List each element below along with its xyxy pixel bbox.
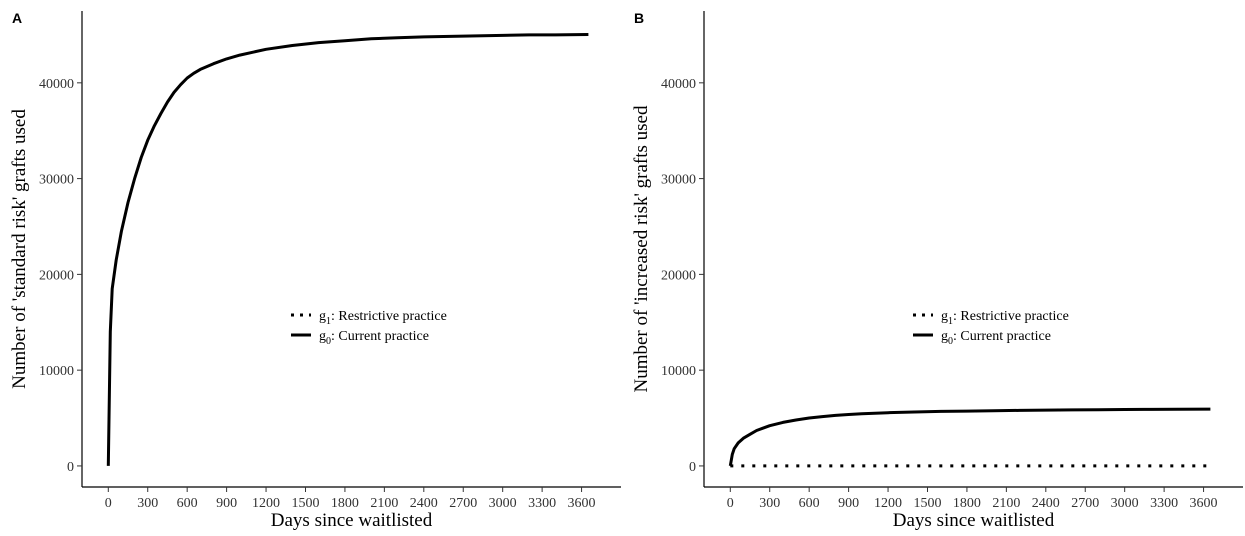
x-tick-label: 0 [105, 496, 112, 511]
panel-label: A [12, 10, 22, 26]
x-tick-label: 3000 [489, 496, 517, 511]
x-tick-label: 3300 [1150, 496, 1178, 511]
x-tick-label: 3600 [568, 496, 596, 511]
y-tick-label: 30000 [661, 173, 696, 188]
legend-subscript: 1 [948, 316, 953, 327]
x-tick-label: 900 [216, 496, 237, 511]
x-tick-label: 1200 [252, 496, 280, 511]
legend-entry-label: g1: Restrictive practice [319, 309, 447, 327]
legend-subscript: 0 [948, 336, 953, 347]
panel-b: B 0 300 600 900 1200 1500 1800 2100 2400 2700 3000 3… [631, 10, 1243, 531]
x-tick-label: 1200 [874, 496, 902, 511]
series-line-solid [106, 33, 589, 466]
x-tick-label: 1800 [331, 496, 359, 511]
y-tick-label: 0 [689, 460, 696, 475]
x-axis-title: Days since waitlisted [893, 510, 1055, 531]
panel-label: B [634, 10, 644, 26]
y-axis-title: Number of 'standard risk' grafts used [9, 109, 30, 389]
legend-symbol: g [941, 309, 948, 324]
x-tick-label: 3600 [1190, 496, 1218, 511]
legend-symbol: g [319, 329, 326, 344]
y-tick-label: 10000 [39, 364, 74, 379]
legend-text: : Current practice [331, 329, 429, 344]
y-tick-label: 40000 [39, 77, 74, 92]
legend-symbol: g [941, 329, 948, 344]
legend-entry-label: g0: Current practice [319, 329, 429, 347]
legend-entry-label: g0: Current practice [941, 329, 1051, 347]
x-tick-label: 2700 [1071, 496, 1099, 511]
x-tick-label: 2100 [992, 496, 1020, 511]
legend-symbol: g [319, 309, 326, 324]
y-tick-label: 40000 [661, 77, 696, 92]
legend-text: : Restrictive practice [331, 309, 447, 324]
legend-text: : Current practice [953, 329, 1051, 344]
x-tick-label: 2700 [449, 496, 477, 511]
y-tick-label: 10000 [661, 364, 696, 379]
x-tick-label: 1500 [291, 496, 319, 511]
x-tick-label: 3000 [1111, 496, 1139, 511]
x-tick-label: 3300 [528, 496, 556, 511]
x-tick-label: 2400 [1032, 496, 1060, 511]
legend-subscript: 0 [326, 336, 331, 347]
x-tick-label: 2100 [370, 496, 398, 511]
x-tick-label: 300 [137, 496, 158, 511]
y-axis-title: Number of 'increased risk' grafts used [631, 105, 652, 393]
x-tick-label: 300 [759, 496, 780, 511]
series-line-solid [728, 407, 1211, 467]
x-tick-label: 1800 [953, 496, 981, 511]
legend-subscript: 1 [326, 316, 331, 327]
x-axis-title: Days since waitlisted [271, 510, 433, 531]
legend-entry-label: g1: Restrictive practice [941, 309, 1069, 327]
y-tick-label: 20000 [661, 268, 696, 283]
panel-a: A 0 300 600 900 1200 1500 1800 2100 2400 2700 3000 3… [9, 10, 621, 531]
x-tick-label: 900 [838, 496, 859, 511]
legend-text: : Restrictive practice [953, 309, 1069, 324]
x-tick-label: 1500 [913, 496, 941, 511]
y-tick-label: 30000 [39, 173, 74, 188]
x-tick-label: 2400 [410, 496, 438, 511]
x-tick-label: 600 [177, 496, 198, 511]
y-tick-label: 0 [67, 460, 74, 475]
x-tick-label: 0 [727, 496, 734, 511]
y-tick-label: 20000 [39, 268, 74, 283]
x-tick-label: 600 [799, 496, 820, 511]
